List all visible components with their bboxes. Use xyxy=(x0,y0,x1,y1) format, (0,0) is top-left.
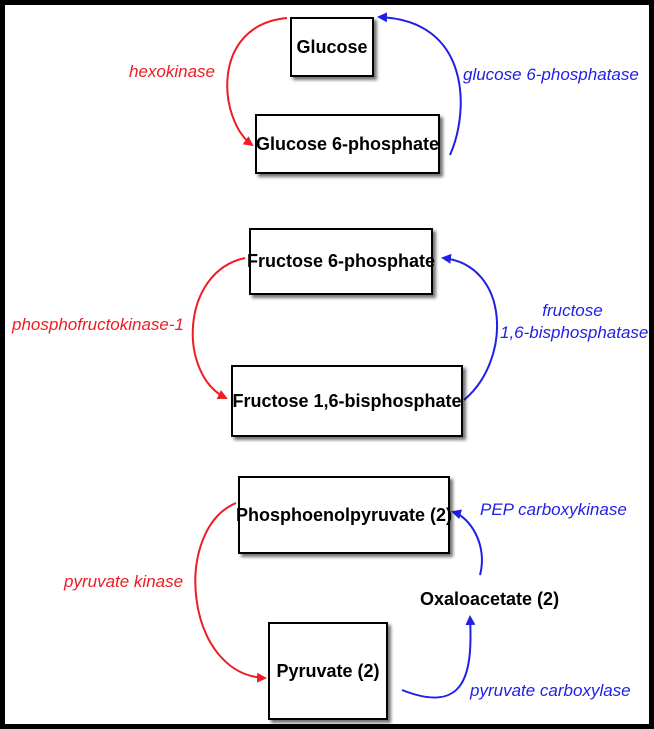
fructose-6-phosphate-label: Fructose 6-phosphate xyxy=(246,251,436,271)
pyruvate-box: Pyruvate (2) xyxy=(268,622,388,720)
fructose-6-phosphate-box: Fructose 6-phosphate xyxy=(246,228,436,295)
fructose-1-6-bisphosphate-box: Fructose 1,6-bisphosphate xyxy=(231,365,463,437)
pyruvate-kinase-arrow xyxy=(194,502,267,683)
phosphoenolpyruvate-label: Phosphoenolpyruvate (2) xyxy=(235,504,453,525)
phosphofructokinase-1-label: phosphofructokinase-1 xyxy=(12,315,185,334)
pyruvate-label: Pyruvate (2) xyxy=(276,660,380,681)
pyruvate-carboxylase-label: pyruvate carboxylase xyxy=(470,681,631,700)
fructose-1-6-bisphosphate-label: Fructose 1,6-bisphosphate xyxy=(232,390,462,411)
fructose-1-6-bisphosphatase-line1: fructose xyxy=(542,301,603,320)
hexokinase-arrow xyxy=(226,17,288,147)
fructose-1-6-bisphosphatase-arrow xyxy=(441,253,499,401)
glucose-label: Glucose xyxy=(296,36,368,57)
phosphoenolpyruvate-box: Phosphoenolpyruvate (2) xyxy=(235,476,453,554)
glucose-6-phosphate-box: Glucose 6-phosphate xyxy=(255,114,440,174)
pep-carboxykinase-label: PEP carboxykinase xyxy=(480,500,627,519)
glucose-box: Glucose xyxy=(290,17,374,77)
glucose-6-phosphatase-label: glucose 6-phosphatase xyxy=(463,65,639,84)
fructose-1-6-bisphosphatase-label: fructose 1,6-bisphosphatase xyxy=(500,300,649,344)
pep-carboxykinase-arrow xyxy=(451,509,483,576)
oxaloacetate-label: Oxaloacetate (2) xyxy=(420,589,560,609)
fructose-1-6-bisphosphatase-line2: 1,6-bisphosphatase xyxy=(500,323,649,342)
hexokinase-label: hexokinase xyxy=(129,62,216,81)
pyruvate-carboxylase-arrow xyxy=(401,615,476,699)
glucose-6-phosphatase-arrow xyxy=(377,12,462,156)
glucose-6-phosphate-label: Glucose 6-phosphate xyxy=(255,133,440,154)
pyruvate-kinase-label: pyruvate kinase xyxy=(64,572,184,591)
phosphofructokinase-1-arrow xyxy=(191,257,246,400)
